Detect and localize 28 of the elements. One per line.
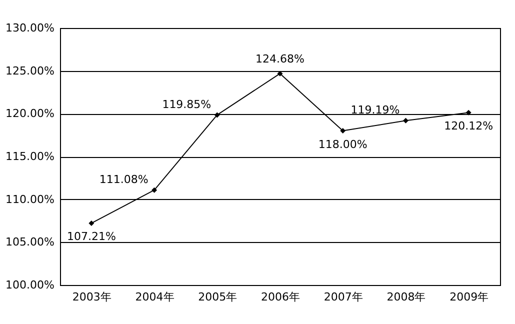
x-tick-label: 2007年 [324,290,363,304]
x-tick-label: 2003年 [72,290,112,304]
x-tick-label: 2005年 [198,290,238,304]
data-label: 124.68% [256,52,304,66]
data-label: 120.12% [444,120,494,133]
point [214,112,220,118]
point [402,118,408,124]
point [340,128,346,134]
point [152,187,158,193]
data-label: 111.08% [99,173,148,186]
data-label: 119.19% [350,104,400,117]
y-tick-label: 110.00% [6,192,54,206]
x-tick-label: 2004年 [135,290,174,304]
x-tick-label: 2006年 [261,290,300,304]
y-tick-label: 125.00% [6,64,54,78]
data-label: 118.00% [318,138,368,151]
y-tick-label: 120.00% [6,107,54,120]
data-label: 107.21% [66,230,116,244]
x-tick-label: 2008年 [386,290,426,304]
y-tick-label: 130.00% [6,22,54,34]
point [88,220,94,226]
data-label: 119.85% [162,98,212,111]
point [277,70,283,76]
y-tick-label: 105.00% [6,236,54,249]
x-tick-label: 2009年 [450,290,489,304]
y-tick-label: 100.00% [6,278,54,292]
y-tick-label: 115.00% [6,150,54,163]
point [466,110,472,116]
